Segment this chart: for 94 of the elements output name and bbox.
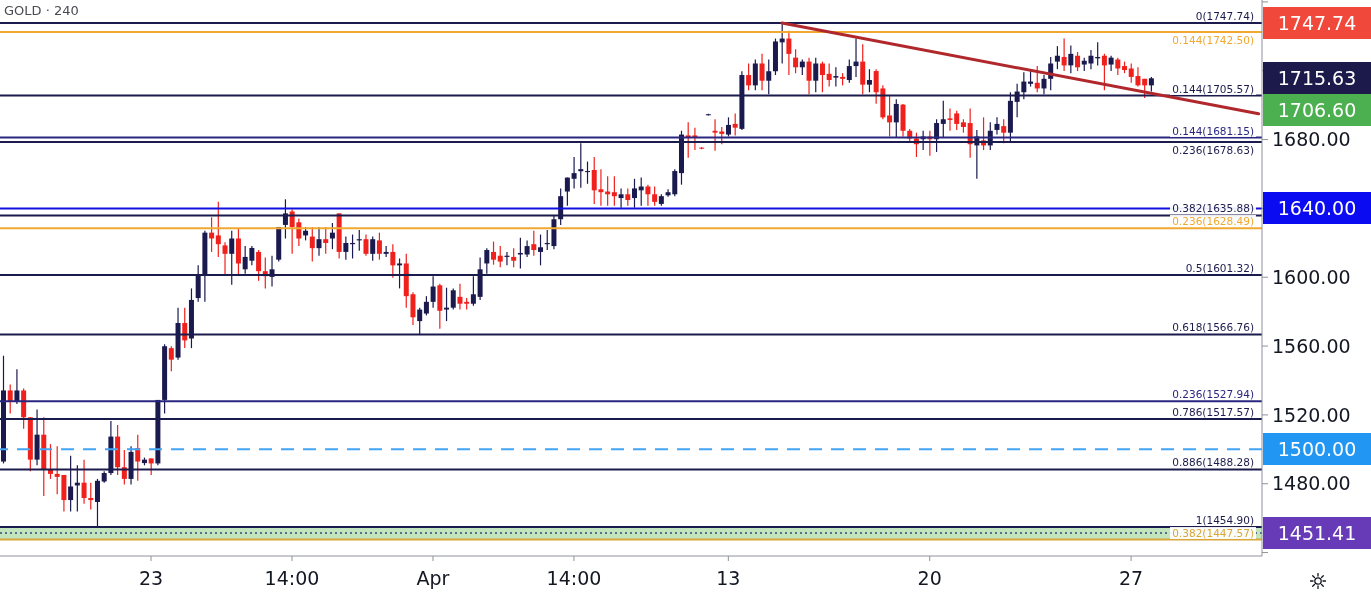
candlestick: [752, 58, 758, 91]
candlestick: [1054, 45, 1060, 70]
candlestick: [531, 230, 537, 257]
candlestick: [517, 237, 523, 270]
candlestick: [611, 175, 617, 207]
candlestick: [135, 434, 141, 482]
candlestick: [585, 160, 591, 185]
candlestick: [632, 178, 637, 209]
candlestick: [88, 482, 94, 511]
candlestick: [497, 245, 503, 268]
candlestick: [1075, 51, 1081, 72]
candlestick: [81, 459, 87, 505]
candlestick: [860, 43, 866, 95]
candlestick: [390, 243, 396, 279]
candlestick: [316, 226, 322, 257]
candlestick: [323, 226, 329, 255]
candlestick: [343, 236, 349, 261]
x-tick-label: 13: [716, 567, 741, 590]
ref-line-label: 0.618(1566.76): [1170, 321, 1256, 334]
candlestick: [256, 249, 262, 282]
candlestick: [853, 37, 859, 78]
candlestick: [652, 185, 658, 207]
candlestick: [168, 345, 174, 372]
candlestick: [732, 112, 738, 137]
ref-line-label: 0.5(1601.32): [1183, 261, 1256, 274]
candlestick: [793, 48, 799, 74]
ref-line-label: 0.382(1447.57): [1170, 526, 1256, 539]
y-tick-label: 1560.00: [1272, 334, 1351, 357]
y-tick-label: 1520.00: [1272, 403, 1351, 426]
candlestick: [1061, 37, 1067, 72]
candlestick: [329, 222, 335, 250]
candlestick: [1068, 44, 1074, 74]
ref-line-label: 0.382(1635.88): [1170, 202, 1256, 215]
candlestick: [786, 30, 792, 76]
candlestick: [806, 57, 812, 95]
x-tick-label: 20: [917, 567, 942, 590]
candlestick: [511, 247, 517, 268]
ref-line-label: 0.786(1517.57): [1170, 406, 1256, 419]
text: 1451.41: [1263, 516, 1371, 549]
text: 1715.63: [1263, 62, 1371, 95]
candlestick: [826, 62, 832, 88]
ref-line-label: 0.236(1678.63): [1170, 143, 1256, 156]
x-tick-label: 27: [1119, 567, 1144, 590]
text: 1747.74: [1263, 6, 1371, 39]
ref-line-label: 0.236(1628.49): [1170, 215, 1256, 228]
candlestick: [383, 245, 389, 258]
candlestick: [645, 184, 651, 207]
candlestick: [215, 201, 221, 258]
ref-line-label: 0(1747.74): [1193, 9, 1256, 22]
ref-line-label: 0.144(1705.57): [1170, 82, 1256, 95]
candlestick: [538, 233, 544, 266]
candlestick: [222, 241, 228, 276]
candlestick: [994, 116, 1000, 136]
candlestick: [423, 295, 429, 317]
y-tick-label: 1600.00: [1272, 265, 1351, 288]
text: 1640.00: [1263, 192, 1371, 225]
candlestick: [893, 98, 899, 139]
ref-line-label: 1(1454.90): [1193, 513, 1256, 526]
candlestick: [370, 236, 376, 262]
candlestick: [725, 116, 731, 138]
candlestick: [1101, 53, 1107, 91]
y-tick-label: 1680.00: [1272, 128, 1351, 151]
candlestick: [571, 156, 577, 190]
candlestick: [564, 176, 570, 207]
chart-title: GOLD · 240: [4, 3, 79, 18]
candlestick: [450, 287, 456, 311]
x-tick-label: Apr: [416, 567, 450, 590]
candlestick: [618, 187, 624, 209]
x-tick-label: 14:00: [264, 567, 320, 590]
candlestick: [759, 53, 765, 91]
text: 1706.60: [1263, 94, 1371, 127]
candlestick: [866, 68, 872, 93]
candlestick: [746, 62, 752, 91]
candlestick: [846, 58, 852, 84]
candlestick: [209, 216, 215, 253]
x-tick-label: 14:00: [546, 567, 602, 590]
y-tick-label: 1480.00: [1272, 472, 1351, 495]
ref-line-label: 0.144(1681.15): [1170, 124, 1256, 137]
candlestick: [491, 241, 497, 266]
candlestick: [887, 95, 893, 138]
candlestick: [376, 232, 382, 261]
ref-line-label: 0.144(1742.50): [1170, 34, 1256, 46]
x-tick-label: 23: [138, 567, 164, 590]
candlestick: [457, 283, 463, 311]
candlestick: [309, 226, 315, 263]
candlestick: [444, 287, 450, 322]
candlestick: [833, 66, 839, 88]
text: 1500.00: [1263, 433, 1371, 466]
candlestick: [363, 233, 369, 257]
candlestick: [813, 57, 819, 93]
ref-line-label: 0.236(1527.94): [1170, 388, 1256, 401]
ref-line-label: 0.886(1488.28): [1170, 456, 1256, 469]
candlestick: [819, 61, 825, 93]
candlestick: [940, 100, 946, 139]
